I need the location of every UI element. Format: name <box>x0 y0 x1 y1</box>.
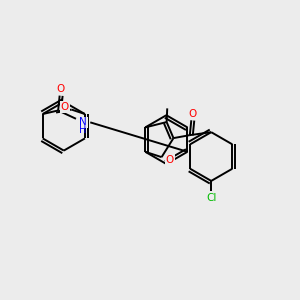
Text: N: N <box>79 117 87 128</box>
Text: H: H <box>80 125 87 135</box>
Text: Cl: Cl <box>206 194 216 203</box>
Text: O: O <box>188 109 196 119</box>
Text: O: O <box>56 84 64 94</box>
Text: O: O <box>166 155 174 165</box>
Text: O: O <box>61 102 69 112</box>
